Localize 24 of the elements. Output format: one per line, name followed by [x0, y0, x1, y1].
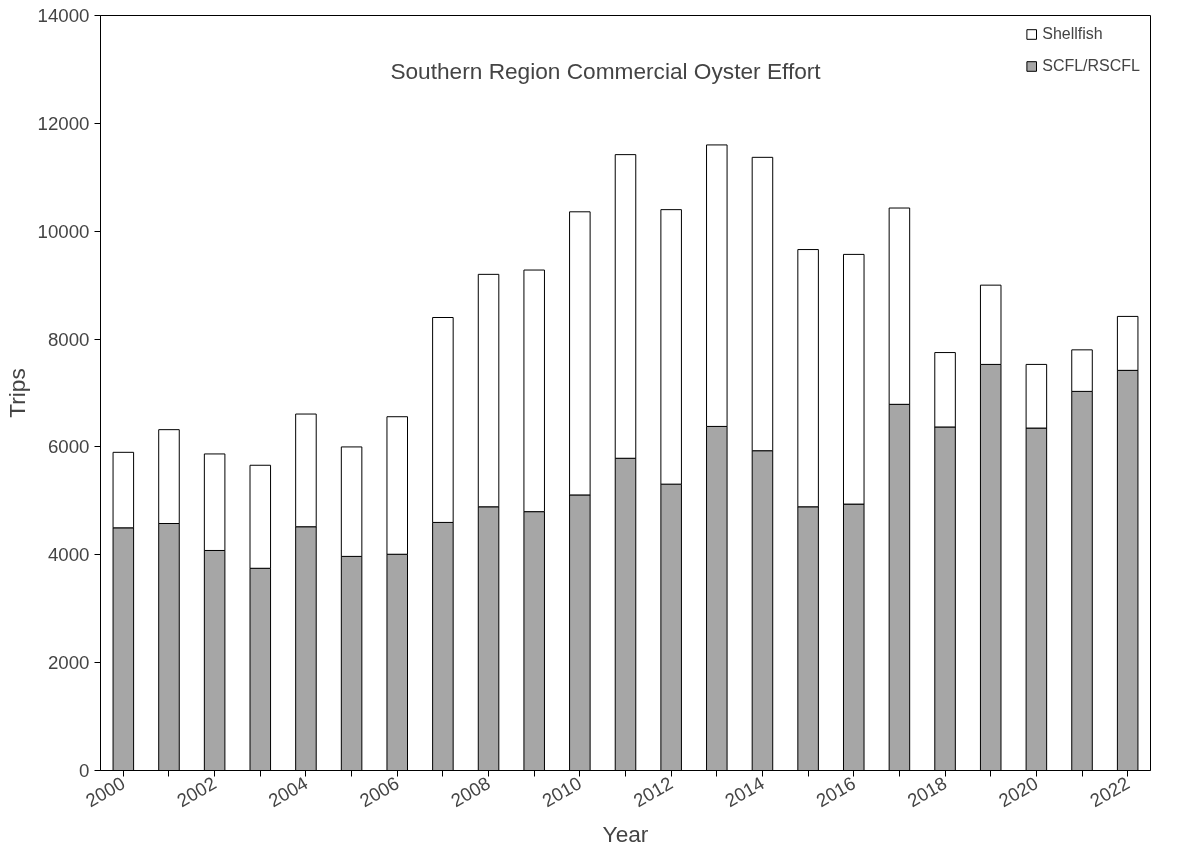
y-tick-label: 10000 [37, 220, 90, 242]
y-tick-label: 12000 [37, 112, 90, 134]
x-tick-label: 2010 [538, 772, 586, 812]
y-tick-label: 2000 [48, 652, 90, 674]
y-axis-title: Trips [3, 368, 30, 418]
y-tick-label: 14000 [37, 5, 90, 26]
x-tick-label: 2006 [356, 772, 403, 812]
y-tick-label: 0 [79, 760, 90, 781]
legend-label: Shellfish [1042, 25, 1103, 43]
x-tick-label: 2018 [903, 772, 951, 812]
x-tick-label: 2014 [721, 772, 768, 812]
x-tick-label: 2020 [995, 772, 1042, 812]
x-tick-label: 2004 [264, 772, 312, 812]
x-tick-label: 2016 [812, 772, 859, 812]
x-tick-label: 2012 [629, 772, 677, 812]
y-tick-label: 8000 [48, 328, 90, 350]
legend-label: SCFL/RSCFL [1042, 57, 1140, 75]
y-tick-label: 4000 [48, 544, 90, 566]
x-tick-label: 2022 [1086, 772, 1133, 812]
text: Southern Region Commercial Oyster Effort [390, 57, 822, 84]
x-tick-label: 2008 [447, 772, 494, 812]
x-tick-label: 2002 [173, 772, 220, 812]
y-tick-label: 6000 [48, 436, 90, 458]
x-axis-title: Year [602, 821, 649, 848]
